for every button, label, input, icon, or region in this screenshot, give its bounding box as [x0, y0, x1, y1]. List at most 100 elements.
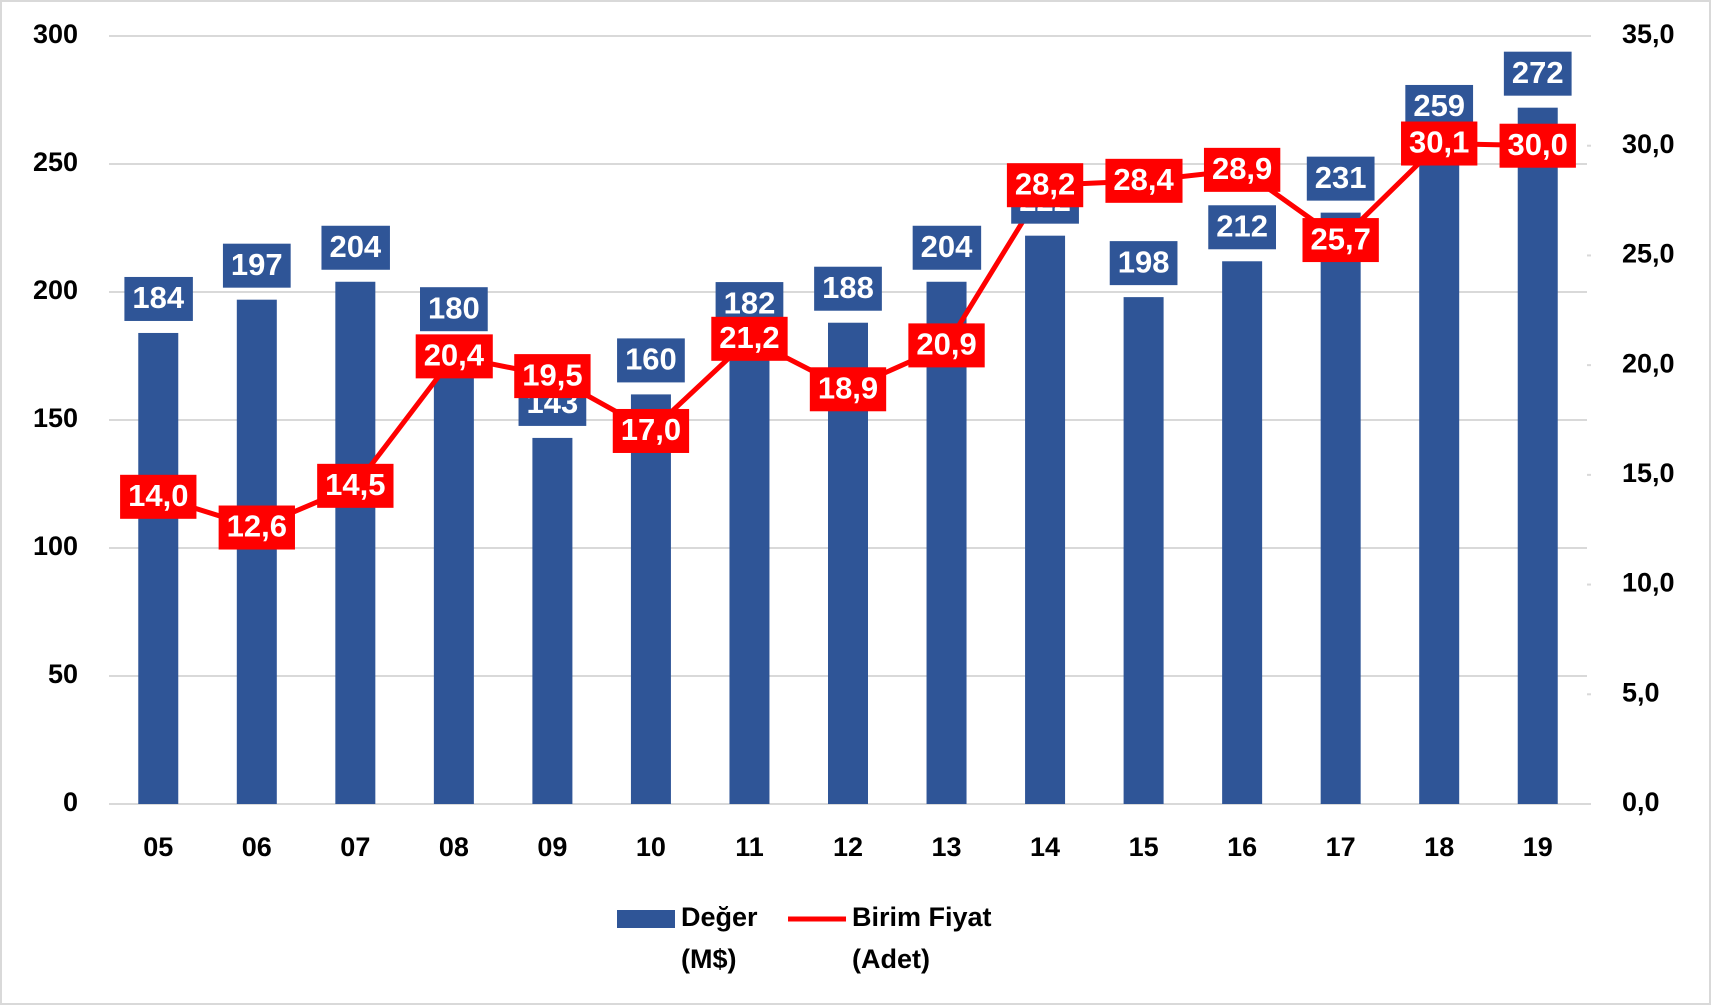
bar: [335, 281, 376, 804]
legend-label: Değer (M$): [681, 902, 758, 974]
bar-value-label-box: [1109, 241, 1178, 286]
bar-value-label: 197: [231, 247, 283, 282]
line-label: 30,0: [1499, 123, 1576, 168]
bar-label: 184: [124, 276, 193, 321]
y-tick-label: 0: [63, 787, 78, 817]
y2-tick-label: 10,0: [1622, 568, 1675, 598]
line-value-label-box: [908, 323, 985, 368]
bars: [138, 107, 1558, 805]
line-value-label-box: [1105, 158, 1183, 203]
bar-label: 204: [912, 225, 982, 270]
y-tick-label: 50: [48, 659, 78, 689]
line-label: 17,0: [612, 408, 690, 453]
line-value-label: 19,5: [522, 357, 582, 392]
bar-label: 188: [814, 266, 882, 311]
y2-tick-label: 15,0: [1622, 458, 1675, 488]
bar-value-label-box: [419, 287, 488, 332]
bar: [1419, 140, 1460, 804]
y2-tick-label: 25,0: [1622, 239, 1675, 269]
line-value-label-box: [218, 505, 295, 550]
line-label: 14,0: [120, 474, 197, 519]
legend-line: (Adet): [852, 944, 930, 974]
bar-label: 197: [222, 243, 291, 288]
x-tick-label: 12: [833, 832, 863, 862]
y-tick-label: 100: [33, 531, 78, 561]
y-tick-label: 250: [33, 147, 78, 177]
line-value-label: 28,4: [1113, 162, 1174, 197]
y2-tick-label: 35,0: [1622, 19, 1675, 49]
bar-value-label: 259: [1413, 88, 1465, 123]
x-tick-label: 15: [1129, 832, 1159, 862]
y2-tick-label: 0,0: [1622, 787, 1660, 817]
bar: [138, 332, 179, 804]
bar-label: 231: [1306, 156, 1375, 201]
bar-label: 212: [1208, 205, 1277, 250]
line-value-label: 14,0: [128, 478, 188, 513]
line-label: 30,1: [1401, 121, 1478, 166]
x-tick-label: 14: [1030, 832, 1060, 862]
y-tick-label: 150: [33, 403, 78, 433]
line-value-label-box: [1401, 121, 1478, 166]
bar-value-label: 272: [1512, 55, 1564, 90]
line-label: 12,6: [218, 505, 295, 550]
bar: [926, 281, 967, 804]
line-value-label: 14,5: [325, 467, 385, 502]
line-value-label-box: [809, 367, 887, 412]
line-value-label-box: [415, 334, 493, 379]
bar-label: 180: [419, 287, 488, 332]
legend-line: (M$): [681, 944, 737, 974]
bar-value-label: 204: [921, 229, 973, 264]
line-label: 20,9: [908, 323, 985, 368]
bar-value-label: 198: [1118, 244, 1170, 279]
bar-value-label-box: [1503, 51, 1572, 96]
bar-label: 272: [1503, 51, 1572, 96]
line-value-label: 17,0: [621, 412, 681, 447]
line-value-label-box: [612, 408, 690, 453]
line-value-label: 28,9: [1212, 151, 1272, 186]
x-tick-label: 06: [242, 832, 272, 862]
x-tick-label: 11: [735, 832, 764, 862]
bar-value-label: 180: [428, 290, 480, 325]
bar: [433, 343, 474, 804]
line-value-label: 30,0: [1508, 127, 1568, 162]
bar-value-label: 204: [329, 229, 381, 264]
bar-value-label-box: [222, 243, 291, 288]
bar: [1222, 261, 1263, 804]
line-value-label-box: [711, 316, 788, 361]
line-value-label-box: [514, 354, 591, 399]
legend-line: Birim Fiyat: [852, 902, 992, 932]
y-tick-label: 200: [33, 275, 78, 305]
line-value-label: 20,4: [424, 338, 485, 373]
bar-value-label-box: [1208, 205, 1277, 250]
bar-label: 204: [321, 225, 390, 270]
line-label: 28,9: [1203, 147, 1281, 192]
bar-label: 198: [1109, 241, 1178, 286]
bar-value-label: 182: [724, 285, 776, 320]
bar: [236, 299, 277, 804]
bar-value-label: 160: [625, 342, 677, 377]
legend-label: Birim Fiyat (Adet): [852, 902, 992, 974]
labels: 1841972041801431601821882042221982122312…: [120, 51, 1576, 550]
bar-value-label-box: [124, 276, 193, 321]
bar-value-label-box: [1306, 156, 1375, 201]
line-value-label: 21,2: [719, 320, 779, 355]
y2-tick-label: 20,0: [1622, 348, 1675, 378]
line-value-label: 28,2: [1015, 166, 1075, 201]
x-tick-label: 09: [537, 832, 567, 862]
x-tick-label: 18: [1424, 832, 1454, 862]
line-label: 20,4: [415, 334, 493, 379]
bar-value-label-box: [912, 225, 982, 270]
x-tick-label: 19: [1523, 832, 1553, 862]
bar-value-label-box: [321, 225, 390, 270]
bar: [729, 338, 770, 804]
line-label: 14,5: [317, 463, 394, 508]
x-tick-label: 17: [1326, 832, 1356, 862]
x-tick-label: 07: [340, 832, 370, 862]
line-value-label: 20,9: [916, 327, 976, 362]
y2-tick-label: 30,0: [1622, 129, 1675, 159]
line-value-label-box: [1203, 147, 1281, 192]
line-value-label-box: [120, 474, 197, 519]
bar-value-label-box: [617, 338, 685, 383]
bar: [1517, 107, 1558, 805]
bar: [1123, 297, 1164, 804]
